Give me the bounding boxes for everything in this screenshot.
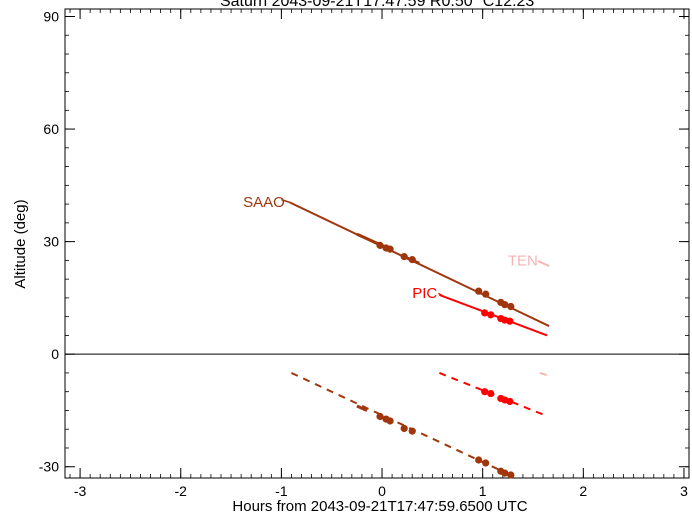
event-point bbox=[501, 301, 509, 309]
event-point bbox=[376, 412, 384, 421]
chart-title: Saturn 2043-09-21T17:47:59 R0.50" C12.23… bbox=[220, 0, 540, 10]
minor-ticks bbox=[65, 9, 689, 478]
series-saao: SAAO bbox=[243, 194, 550, 479]
series-pic: PIC bbox=[412, 285, 548, 418]
event-point bbox=[506, 397, 514, 406]
event-point bbox=[507, 302, 515, 311]
event-segment bbox=[356, 404, 368, 412]
series-label: SAAO bbox=[243, 194, 285, 211]
y-axis-label: Altitude (deg) bbox=[12, 199, 29, 288]
major-ticks bbox=[65, 9, 689, 478]
event-point bbox=[400, 253, 408, 261]
event-point bbox=[487, 311, 495, 319]
x-tick-label: -1 bbox=[275, 483, 288, 499]
label-leader bbox=[438, 292, 443, 297]
event-point bbox=[386, 245, 394, 253]
x-tick-label: 3 bbox=[680, 483, 688, 499]
event-point bbox=[482, 290, 490, 298]
event-point bbox=[475, 287, 483, 295]
event-point bbox=[506, 317, 514, 325]
event-point bbox=[501, 469, 509, 477]
x-tick-label: -2 bbox=[175, 483, 188, 499]
event-point bbox=[408, 427, 416, 435]
event-point bbox=[376, 241, 384, 249]
x-tick-label: 1 bbox=[479, 483, 487, 499]
event-point bbox=[475, 456, 483, 464]
x-axis-label: Hours from 2043-09-21T17:47:59.6500 UTC bbox=[232, 498, 527, 515]
y-tick-label: 90 bbox=[43, 9, 59, 25]
series-ten: TEN bbox=[508, 252, 550, 377]
event-point bbox=[482, 459, 490, 467]
event-point bbox=[481, 388, 489, 396]
y-tick-label: 0 bbox=[51, 346, 59, 362]
event-point bbox=[408, 256, 416, 264]
event-point bbox=[487, 389, 495, 398]
x-tick-label: 2 bbox=[579, 483, 587, 499]
y-tick-label: -30 bbox=[39, 459, 59, 475]
label-leader bbox=[281, 198, 290, 203]
series-label: PIC bbox=[412, 285, 437, 302]
x-tick-label: -3 bbox=[74, 483, 87, 499]
y-tick-label: 60 bbox=[43, 121, 59, 137]
x-tick-label: 0 bbox=[378, 483, 386, 499]
label-leader bbox=[537, 260, 542, 263]
series-line-below-horizon bbox=[539, 371, 548, 377]
series-layer: SAAO PIC TEN bbox=[243, 194, 550, 479]
y-tick-label: 30 bbox=[43, 234, 59, 250]
event-point bbox=[386, 417, 394, 425]
event-point bbox=[400, 424, 408, 433]
event-point bbox=[507, 471, 515, 479]
y-tick-labels: -30 0 30 60 90 bbox=[39, 9, 59, 475]
series-line-below-horizon bbox=[291, 372, 514, 478]
series-label: TEN bbox=[508, 252, 538, 269]
event-point bbox=[481, 309, 489, 317]
plot-frame bbox=[64, 8, 690, 479]
x-tick-labels: -3 -2 -1 0 1 2 3 bbox=[74, 483, 688, 499]
